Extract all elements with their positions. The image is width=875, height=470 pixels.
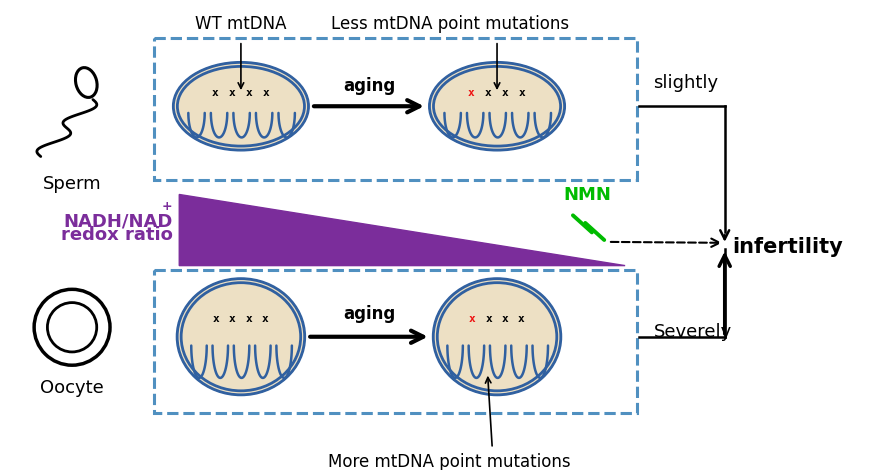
- Text: x: x: [246, 88, 253, 98]
- Text: x: x: [468, 88, 474, 98]
- Text: infertility: infertility: [732, 236, 843, 257]
- Text: x: x: [212, 88, 219, 98]
- Ellipse shape: [177, 278, 305, 396]
- Text: NMN: NMN: [564, 186, 611, 204]
- Text: x: x: [501, 314, 508, 324]
- Text: NADH/NAD: NADH/NAD: [63, 212, 172, 230]
- Text: x: x: [486, 314, 492, 324]
- Text: aging: aging: [343, 77, 396, 95]
- Text: x: x: [245, 314, 252, 324]
- Text: x: x: [485, 88, 492, 98]
- Text: Severely: Severely: [654, 323, 732, 341]
- Text: x: x: [469, 314, 476, 324]
- Ellipse shape: [432, 278, 562, 396]
- Ellipse shape: [179, 281, 303, 393]
- Bar: [154, 38, 637, 180]
- Text: x: x: [213, 314, 220, 324]
- Text: Oocyte: Oocyte: [40, 379, 104, 398]
- Ellipse shape: [429, 62, 565, 151]
- Polygon shape: [179, 195, 625, 266]
- Text: Less mtDNA point mutations: Less mtDNA point mutations: [331, 15, 569, 33]
- Text: x: x: [517, 314, 524, 324]
- Text: x: x: [262, 88, 270, 98]
- Bar: [154, 270, 637, 413]
- Text: Sperm: Sperm: [43, 175, 102, 194]
- Text: x: x: [229, 314, 236, 324]
- Text: x: x: [262, 314, 268, 324]
- Text: More mtDNA point mutations: More mtDNA point mutations: [328, 454, 570, 470]
- Text: WT mtDNA: WT mtDNA: [195, 15, 287, 33]
- Text: redox ratio: redox ratio: [60, 226, 172, 244]
- Ellipse shape: [172, 62, 309, 151]
- Ellipse shape: [176, 64, 306, 148]
- Text: aging: aging: [343, 306, 396, 323]
- Text: x: x: [519, 88, 526, 98]
- Ellipse shape: [431, 64, 563, 148]
- Text: slightly: slightly: [654, 74, 718, 93]
- Ellipse shape: [436, 281, 559, 393]
- Text: x: x: [502, 88, 508, 98]
- Text: +: +: [162, 200, 172, 213]
- Text: x: x: [228, 88, 235, 98]
